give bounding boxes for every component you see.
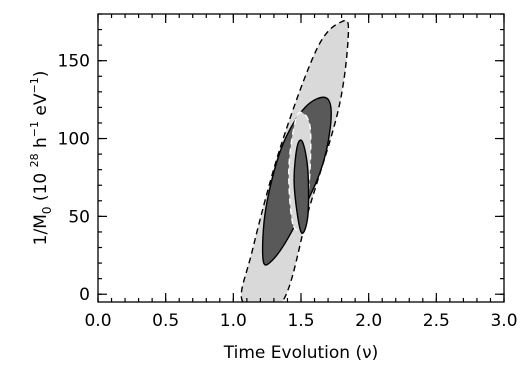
x-tick-label: 0.0: [84, 311, 111, 331]
x-tick-label: 0.5: [152, 311, 179, 331]
x-tick-label: 3.0: [490, 311, 517, 331]
y-tick-label: 50: [68, 207, 90, 227]
y-title-sup1: 28: [28, 153, 41, 167]
y-title-sub: 0: [40, 206, 54, 214]
contour-layer: [240, 19, 350, 302]
y-title-sup3: −1: [28, 77, 41, 93]
x-tick-label: 2.0: [355, 311, 382, 331]
ticks-layer: 0.0 0.5 1.0 1.5 2.0 2.5 3.0 0 50 100 150: [58, 13, 518, 331]
y-title-middle: (10: [31, 167, 51, 206]
x-axis-title: Time Evolution (ν): [223, 343, 378, 363]
x-tick-label: 1.0: [220, 311, 247, 331]
x-tick-label: 1.5: [287, 311, 314, 331]
y-title-suffix: ): [31, 71, 51, 78]
core-ellipse: [293, 139, 310, 234]
y-title-mid3: eV: [31, 93, 51, 121]
y-title-sup2: −1: [28, 121, 41, 137]
y-tick-label: 0: [79, 285, 90, 305]
y-axis-title: 1/M0 (10 28 h−1 eV−1): [28, 71, 54, 246]
x-tick-label: 2.5: [423, 311, 450, 331]
y-title-prefix: 1/M: [31, 214, 51, 245]
y-tick-label: 150: [58, 52, 90, 72]
y-title-mid2: h: [31, 137, 51, 153]
y-tick-label: 100: [58, 130, 90, 150]
